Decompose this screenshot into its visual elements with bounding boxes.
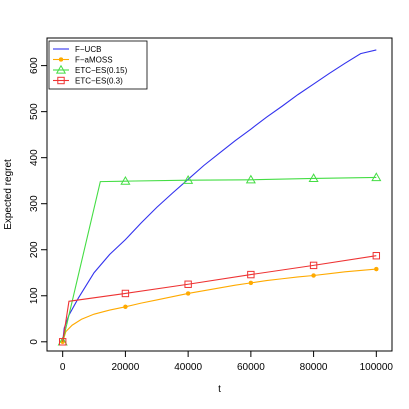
legend-marker	[57, 76, 65, 85]
legend-marker	[58, 57, 64, 62]
x-tick-label: 40000	[174, 362, 202, 373]
data-point	[374, 266, 379, 272]
data-point	[308, 173, 319, 183]
legend-label: F−UCB	[75, 45, 101, 54]
y-tick-label: 400	[29, 149, 40, 166]
y-tick-label: 600	[29, 57, 40, 74]
data-point	[120, 175, 131, 185]
series-line	[62, 255, 377, 342]
data-point	[245, 174, 256, 184]
data-point	[185, 291, 191, 296]
y-tick-label: 500	[29, 103, 40, 120]
data-point	[371, 172, 382, 182]
y-tick-label: 200	[29, 241, 40, 258]
data-point	[184, 280, 192, 288]
legend-marker	[55, 64, 67, 74]
data-point	[248, 280, 254, 286]
series-3	[58, 252, 381, 346]
data-point	[309, 261, 318, 270]
data-point	[247, 270, 255, 279]
y-tick-label: 0	[29, 339, 40, 345]
x-tick-label: 20000	[112, 362, 140, 373]
y-tick-label: 100	[29, 287, 40, 304]
legend-label: ETC−ES(0.15)	[75, 66, 128, 75]
x-axis-label: t	[218, 384, 221, 395]
data-point	[372, 252, 381, 260]
series-line	[62, 268, 377, 342]
y-axis: 0 100 200 300 400 500 600	[29, 57, 48, 345]
y-axis-label: Expected regret	[3, 159, 14, 230]
data-point	[311, 273, 316, 278]
data-point	[183, 175, 194, 184]
legend-label: F−aMOSS	[75, 56, 113, 65]
x-tick-label: 0	[60, 362, 66, 373]
x-tick-label: 80000	[300, 362, 328, 373]
series-line	[62, 176, 377, 342]
y-tick-label: 300	[29, 195, 40, 212]
x-tick-label: 60000	[237, 362, 265, 373]
data-point	[123, 304, 128, 310]
series-line	[62, 49, 377, 342]
x-axis: 0 20000 40000 60000 80000 100000	[60, 350, 394, 373]
legend-label: ETC−ES(0.3)	[75, 77, 123, 86]
series-2	[57, 172, 382, 346]
series-layer	[57, 49, 382, 346]
data-point	[121, 289, 130, 298]
series-0	[62, 49, 377, 342]
data-point	[58, 338, 67, 346]
series-1	[60, 266, 379, 345]
x-tick-label: 100000	[360, 362, 394, 373]
